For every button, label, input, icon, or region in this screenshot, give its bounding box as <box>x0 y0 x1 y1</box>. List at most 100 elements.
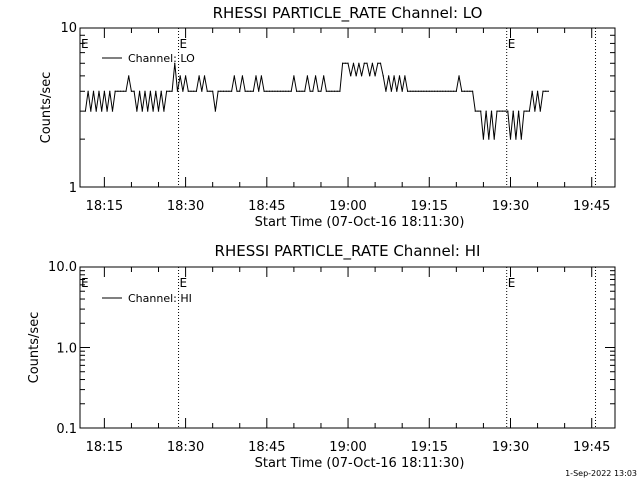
data-point <box>228 90 230 92</box>
data-point <box>350 75 352 77</box>
data-point <box>436 90 438 92</box>
y-tick-label: 1.0 <box>56 342 77 357</box>
y-tick-label: 10.0 <box>48 260 77 275</box>
data-point <box>520 138 522 140</box>
data-point <box>542 90 544 92</box>
data-point <box>485 110 487 112</box>
data-point <box>352 62 355 64</box>
date-stamp: 1-Sep-2022 13:03 <box>565 469 637 478</box>
data-point <box>469 90 471 92</box>
data-point <box>160 90 162 92</box>
data-point <box>366 62 368 64</box>
x-tick-label: 18:30 <box>167 199 204 214</box>
data-point <box>233 75 235 77</box>
data-point <box>314 75 317 77</box>
data-point <box>247 90 249 92</box>
data-point <box>241 75 244 77</box>
data-point <box>147 110 149 112</box>
data-point <box>295 90 298 92</box>
data-point <box>439 90 441 92</box>
x-tick-label: 19:30 <box>492 199 529 214</box>
data-point <box>263 90 265 92</box>
data-point <box>393 75 395 77</box>
data-point <box>490 110 493 112</box>
data-point <box>236 90 238 92</box>
data-point <box>523 110 525 112</box>
data-point <box>360 75 363 77</box>
data-point <box>266 90 268 92</box>
data-point <box>347 62 349 64</box>
data-point <box>114 90 116 92</box>
event-marker: E <box>180 276 188 290</box>
data-point <box>404 75 406 77</box>
data-point <box>453 90 455 92</box>
data-point <box>461 90 463 92</box>
data-point <box>282 90 284 92</box>
event-marker: E <box>180 37 188 51</box>
data-point <box>493 138 495 140</box>
x-tick-label: 19:15 <box>411 440 448 455</box>
data-point <box>474 110 476 112</box>
data-point <box>482 138 485 140</box>
data-point <box>369 75 371 77</box>
data-point <box>103 90 105 92</box>
data-point <box>190 90 192 92</box>
data-point <box>174 62 176 64</box>
data-point <box>212 90 214 92</box>
data-point <box>184 75 187 77</box>
data-point <box>155 90 157 92</box>
data-point <box>534 110 536 112</box>
legend-label: Channel: LO <box>128 52 195 65</box>
data-point <box>125 90 127 92</box>
data-point <box>363 62 365 64</box>
data-point <box>547 90 549 92</box>
data-point <box>195 90 198 92</box>
data-point <box>518 110 520 112</box>
data-point <box>499 110 501 112</box>
data-point <box>220 90 222 92</box>
data-point <box>244 90 246 92</box>
data-point <box>217 90 219 92</box>
data-point <box>111 110 114 112</box>
data-point <box>117 90 119 92</box>
y-tick-label: 1 <box>69 181 77 196</box>
data-point <box>442 90 444 92</box>
data-point <box>149 90 151 92</box>
data-point <box>388 75 390 77</box>
data-point <box>141 110 143 112</box>
data-point <box>431 90 433 92</box>
data-point <box>187 90 189 92</box>
data-point <box>222 90 225 92</box>
data-point <box>92 90 95 92</box>
data-point <box>412 90 414 92</box>
data-point <box>355 75 357 77</box>
data-point <box>466 90 468 92</box>
data-point <box>306 75 309 77</box>
data-point <box>309 90 311 92</box>
data-point <box>157 110 160 112</box>
data-point <box>182 90 184 92</box>
data-point <box>225 90 227 92</box>
x-axis-label: Start Time (07-Oct-16 18:11:30) <box>255 456 465 471</box>
data-point <box>342 62 344 64</box>
data-point <box>434 90 436 92</box>
event-marker: E <box>81 276 89 290</box>
data-point <box>447 90 449 92</box>
y-tick-label: 0.1 <box>56 422 77 437</box>
x-tick-label: 18:45 <box>248 199 285 214</box>
data-point <box>163 110 165 112</box>
data-point <box>203 75 206 77</box>
data-point <box>304 90 306 92</box>
data-point <box>455 90 457 92</box>
data-point <box>255 75 257 77</box>
data-point <box>512 110 514 112</box>
x-tick-label: 19:00 <box>329 440 366 455</box>
data-point <box>423 90 425 92</box>
y-axis-label: Counts/sec <box>27 312 42 384</box>
data-point <box>171 90 173 92</box>
data-point <box>471 90 474 92</box>
data-point <box>458 75 460 77</box>
data-point <box>450 90 452 92</box>
data-point <box>407 90 409 92</box>
